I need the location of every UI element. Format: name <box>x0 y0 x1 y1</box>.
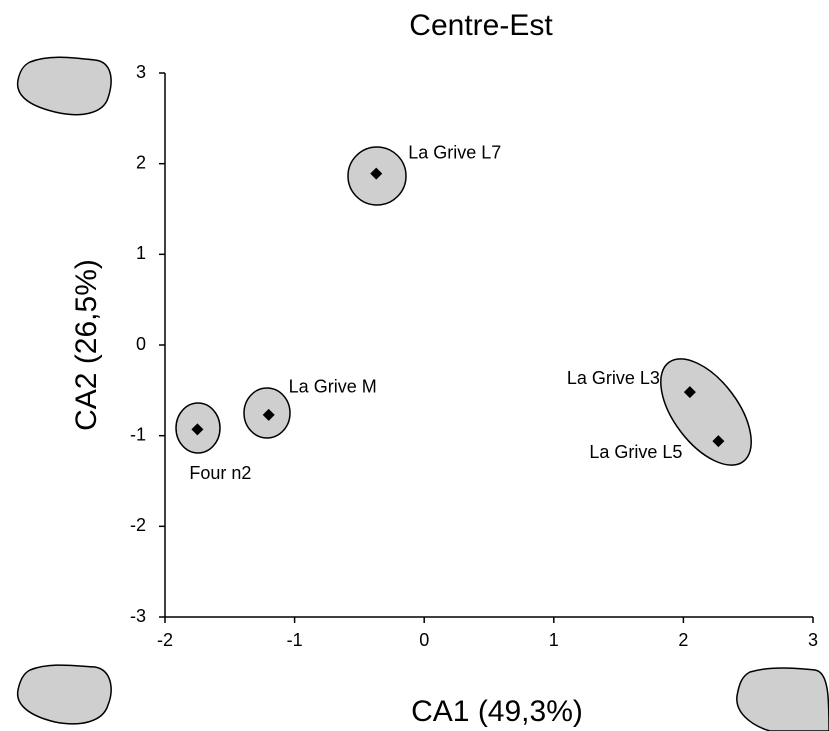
chart-title: Centre-Est <box>409 9 553 42</box>
point <box>191 423 204 436</box>
group-ellipse <box>660 358 752 466</box>
point-label: La Grive L7 <box>408 142 501 162</box>
y-axis-title: CA2 (26,5%) <box>70 259 103 431</box>
point <box>262 408 275 421</box>
y-tick-label: 3 <box>136 62 146 82</box>
x-tick-label: 1 <box>549 630 559 650</box>
pebble-icon <box>16 56 112 116</box>
x-tick-label: 3 <box>808 630 818 650</box>
point-label: Four n2 <box>189 463 251 483</box>
x-tick-label: -2 <box>157 630 173 650</box>
y-tick-label: 2 <box>136 152 146 172</box>
point-label: La Grive L5 <box>589 442 682 462</box>
point <box>683 386 696 399</box>
y-tick-label: 1 <box>136 243 146 263</box>
point <box>370 167 383 180</box>
y-tick-label: -3 <box>130 606 146 626</box>
point <box>712 435 725 448</box>
x-tick-label: 0 <box>419 630 429 650</box>
point-label: La Grive M <box>289 377 377 397</box>
x-tick-label: -1 <box>287 630 303 650</box>
x-tick-label: 2 <box>678 630 688 650</box>
y-tick-label: -2 <box>130 515 146 535</box>
y-tick-label: 0 <box>136 334 146 354</box>
point-label: La Grive L3 <box>567 368 660 388</box>
y-tick-label: -1 <box>130 424 146 444</box>
pebble-icon <box>16 664 112 725</box>
x-axis-title: CA1 (49,3%) <box>411 695 583 728</box>
pebble-icon <box>736 667 829 731</box>
